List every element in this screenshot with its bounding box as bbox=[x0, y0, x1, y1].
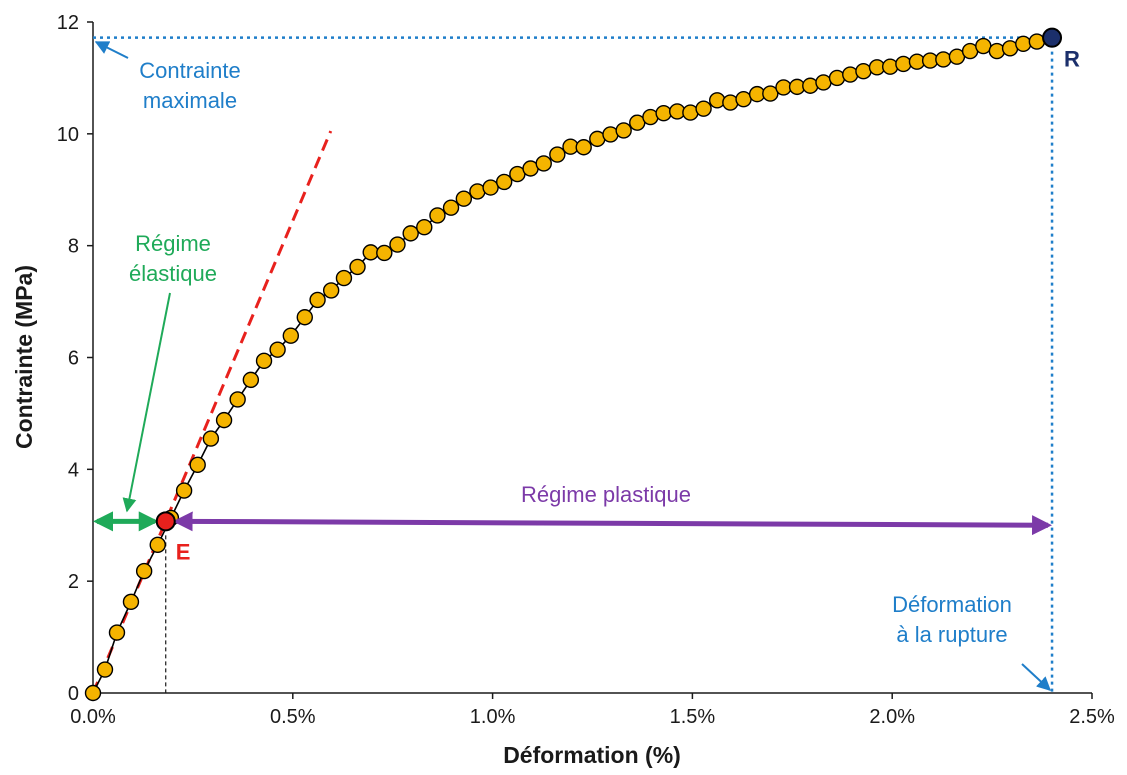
data-point bbox=[362, 244, 379, 261]
data-point bbox=[775, 79, 792, 96]
contrainte-maximale-line1: Contrainte bbox=[139, 58, 241, 83]
y-tick-label: 4 bbox=[68, 459, 79, 481]
data-point bbox=[695, 100, 712, 117]
data-point bbox=[1028, 33, 1046, 50]
elastic-limit-label: E bbox=[176, 539, 191, 564]
data-point bbox=[322, 282, 340, 299]
rupture-label: R bbox=[1064, 47, 1080, 72]
data-point bbox=[855, 63, 872, 80]
data-point bbox=[135, 562, 153, 580]
x-tick-label: 1.5% bbox=[670, 706, 716, 728]
data-point bbox=[215, 411, 233, 429]
data-point bbox=[988, 42, 1006, 60]
x-tick-label: 2.5% bbox=[1069, 706, 1115, 728]
y-tick-label: 2 bbox=[68, 571, 79, 593]
data-point bbox=[402, 225, 419, 242]
data-point bbox=[122, 593, 140, 611]
y-tick-label: 12 bbox=[57, 12, 79, 34]
data-point bbox=[708, 92, 726, 109]
data-point bbox=[309, 291, 326, 309]
x-tick-label: 0.0% bbox=[70, 706, 116, 728]
regime-elastique-line1: Régime bbox=[135, 231, 211, 256]
special-points: ER bbox=[155, 27, 1080, 564]
regime-arrows bbox=[93, 511, 1053, 536]
data-point bbox=[975, 37, 992, 55]
data-point bbox=[1015, 35, 1032, 53]
x-tick-label: 2.0% bbox=[869, 706, 915, 728]
data-point bbox=[735, 90, 752, 108]
annotation-regime-elastique: Régime élastique bbox=[129, 231, 217, 286]
reference-lines bbox=[93, 36, 1054, 693]
data-point bbox=[815, 74, 832, 91]
regime-elastique-pointer bbox=[122, 292, 171, 513]
x-axis-title: Déformation (%) bbox=[503, 742, 681, 768]
data-point bbox=[282, 327, 300, 344]
data-point bbox=[335, 269, 353, 287]
deformation-rupture-line2: à la rupture bbox=[896, 622, 1007, 647]
regime-elastique-line2: élastique bbox=[129, 261, 217, 286]
contrainte-maximale-line2: maximale bbox=[143, 88, 237, 113]
data-point bbox=[349, 258, 366, 276]
deformation-rupture-line1: Déformation bbox=[892, 592, 1012, 617]
elastic-limit-point bbox=[155, 511, 176, 532]
annotation-deformation-rupture: Déformation à la rupture bbox=[892, 592, 1012, 647]
data-point bbox=[895, 55, 912, 73]
y-axis-title: Contrainte (MPa) bbox=[11, 265, 37, 449]
data-point bbox=[935, 51, 952, 68]
data-series bbox=[84, 29, 1061, 702]
data-point bbox=[615, 122, 632, 139]
data-point bbox=[149, 536, 166, 554]
axis-ticks: 0.0% 0.5% 1.0% 1.5% 2.0% 2.5% 0 2 4 6 8 10 12 bbox=[57, 12, 1115, 728]
contrainte-maximale-pointer bbox=[94, 41, 129, 59]
y-tick-label: 0 bbox=[68, 683, 79, 705]
rupture-point bbox=[1042, 27, 1063, 48]
data-point bbox=[762, 85, 779, 102]
data-point bbox=[429, 207, 446, 224]
x-tick-label: 1.0% bbox=[470, 706, 516, 728]
data-point bbox=[108, 624, 126, 641]
plastic-regime-arrow bbox=[172, 511, 1053, 536]
data-point bbox=[202, 430, 220, 447]
data-point bbox=[455, 190, 473, 207]
y-tick-label: 10 bbox=[57, 124, 79, 146]
data-point bbox=[882, 58, 899, 75]
data-point bbox=[84, 684, 102, 702]
data-point bbox=[442, 199, 460, 216]
y-tick-label: 8 bbox=[68, 236, 79, 258]
data-point bbox=[229, 391, 246, 408]
data-point bbox=[549, 146, 566, 163]
x-tick-label: 0.5% bbox=[270, 706, 316, 728]
data-point bbox=[416, 219, 433, 236]
annotation-contrainte-maximale: Contrainte maximale bbox=[139, 58, 241, 113]
data-point bbox=[269, 341, 286, 358]
data-point bbox=[376, 244, 393, 262]
deformation-rupture-pointer bbox=[1021, 663, 1052, 691]
data-point bbox=[242, 371, 260, 389]
y-tick-label: 6 bbox=[68, 348, 79, 370]
data-point bbox=[482, 179, 499, 196]
regime-plastique-label: Régime plastique bbox=[521, 482, 691, 507]
data-point bbox=[389, 236, 406, 253]
data-point bbox=[655, 104, 672, 122]
data-point bbox=[189, 456, 206, 474]
data-point bbox=[255, 352, 273, 370]
data-point bbox=[175, 482, 193, 499]
data-point bbox=[296, 309, 313, 326]
data-point bbox=[495, 173, 513, 191]
data-point bbox=[96, 661, 114, 678]
data-point bbox=[575, 139, 592, 156]
data-point bbox=[535, 155, 552, 172]
